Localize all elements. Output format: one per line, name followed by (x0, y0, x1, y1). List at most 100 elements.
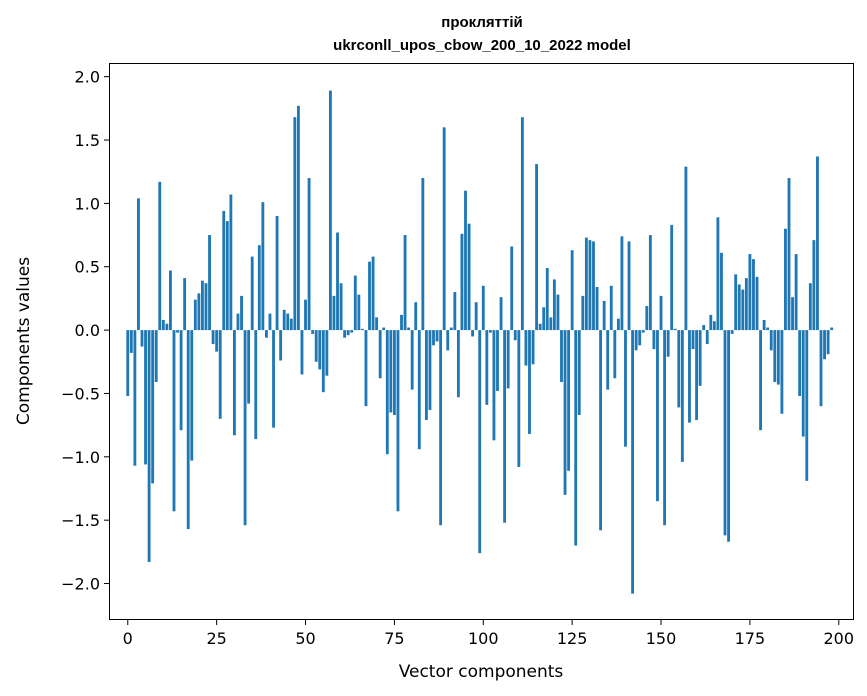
bar-149 (656, 330, 659, 502)
bar-102 (488, 330, 492, 333)
bar-36 (254, 330, 258, 440)
bar-18 (190, 330, 194, 461)
bar-131 (592, 241, 595, 331)
bar-100 (481, 285, 485, 331)
bar-43 (279, 330, 283, 361)
bar-80 (410, 330, 414, 390)
bar-62 (346, 330, 350, 336)
bar-71 (378, 330, 382, 379)
bar-17 (186, 330, 190, 530)
bar-59 (336, 232, 339, 331)
bar-51 (307, 178, 311, 331)
bar-93 (456, 330, 460, 398)
bar-30 (233, 330, 236, 436)
chart-title: прокляттій (441, 14, 522, 31)
bar-176 (752, 259, 755, 331)
bar-15 (179, 330, 183, 431)
bar-8 (154, 330, 158, 383)
bar-180 (766, 327, 770, 331)
bar-0 (126, 330, 130, 396)
y-tick-label: −0.5 (61, 384, 100, 403)
bar-143 (634, 330, 638, 351)
bar-56 (325, 330, 329, 376)
bar-157 (684, 166, 688, 331)
bar-114 (531, 330, 535, 365)
y-tick-label: 1.5 (75, 131, 100, 150)
bar-50 (304, 299, 307, 331)
y-axis-ticks: −2.0 −1.5 −1.0 −0.5 0.0 0.5 1.0 1.5 2.0 (61, 68, 110, 594)
bar-90 (446, 330, 450, 351)
bar-121 (556, 294, 560, 331)
bar-96 (467, 223, 471, 331)
bar-3 (137, 198, 140, 331)
bar-76 (396, 330, 400, 512)
bar-115 (535, 164, 539, 331)
y-tick-label: 0.5 (75, 258, 100, 277)
bar-98 (474, 302, 478, 331)
bar-68 (368, 261, 371, 331)
bar-159 (691, 330, 695, 350)
bar-69 (371, 256, 375, 331)
bar-89 (442, 127, 446, 331)
bar-83 (421, 178, 425, 331)
bar-198 (830, 327, 834, 331)
bar-140 (624, 330, 627, 447)
bar-20 (197, 293, 201, 331)
chart-subtitle: ukrconll_upos_cbow_200_10_2022 model (333, 37, 631, 54)
bar-197 (826, 330, 830, 355)
bar-22 (204, 283, 208, 331)
bar-66 (360, 328, 364, 331)
bar-189 (798, 330, 802, 396)
bar-series (126, 90, 834, 594)
bar-1 (129, 330, 133, 353)
bar-142 (631, 330, 635, 594)
bar-33 (243, 330, 247, 526)
bar-35 (250, 256, 254, 331)
bar-54 (318, 330, 322, 370)
bar-2 (133, 330, 137, 466)
bar-103 (492, 330, 496, 441)
bar-146 (645, 306, 649, 331)
bar-188 (794, 254, 798, 331)
bar-101 (485, 330, 489, 405)
bar-16 (183, 278, 187, 331)
bar-182 (773, 330, 777, 383)
bar-108 (510, 246, 514, 331)
bar-193 (812, 240, 816, 331)
bar-158 (688, 330, 691, 423)
bar-105 (499, 297, 503, 331)
bar-185 (784, 228, 787, 331)
bar-177 (755, 276, 759, 331)
bar-152 (666, 330, 670, 357)
bar-10 (161, 319, 165, 331)
bar-41 (272, 330, 275, 428)
bar-145 (641, 330, 645, 333)
bar-82 (417, 330, 421, 450)
bar-47 (293, 117, 297, 331)
bar-175 (748, 254, 752, 331)
y-tick-label: −2.0 (61, 575, 100, 594)
bar-173 (741, 289, 745, 331)
bar-110 (517, 330, 521, 467)
bar-186 (787, 178, 791, 331)
bar-126 (574, 330, 578, 546)
bar-122 (560, 330, 563, 383)
bar-106 (503, 330, 507, 523)
x-tick-label: 0 (123, 629, 133, 648)
bar-134 (602, 300, 606, 331)
bar-171 (734, 274, 738, 331)
bar-120 (552, 279, 556, 331)
bar-181 (769, 330, 773, 351)
bar-137 (613, 330, 617, 379)
bar-166 (716, 217, 720, 331)
bar-92 (453, 292, 457, 331)
bar-139 (620, 236, 624, 331)
bar-144 (638, 330, 642, 346)
x-axis-ticks: 0 25 50 75 100 125 150 175 200 (123, 619, 854, 648)
bar-111 (520, 117, 524, 331)
bar-4 (140, 330, 144, 347)
bar-37 (257, 245, 261, 331)
bar-49 (300, 330, 304, 375)
bar-169 (727, 330, 730, 542)
